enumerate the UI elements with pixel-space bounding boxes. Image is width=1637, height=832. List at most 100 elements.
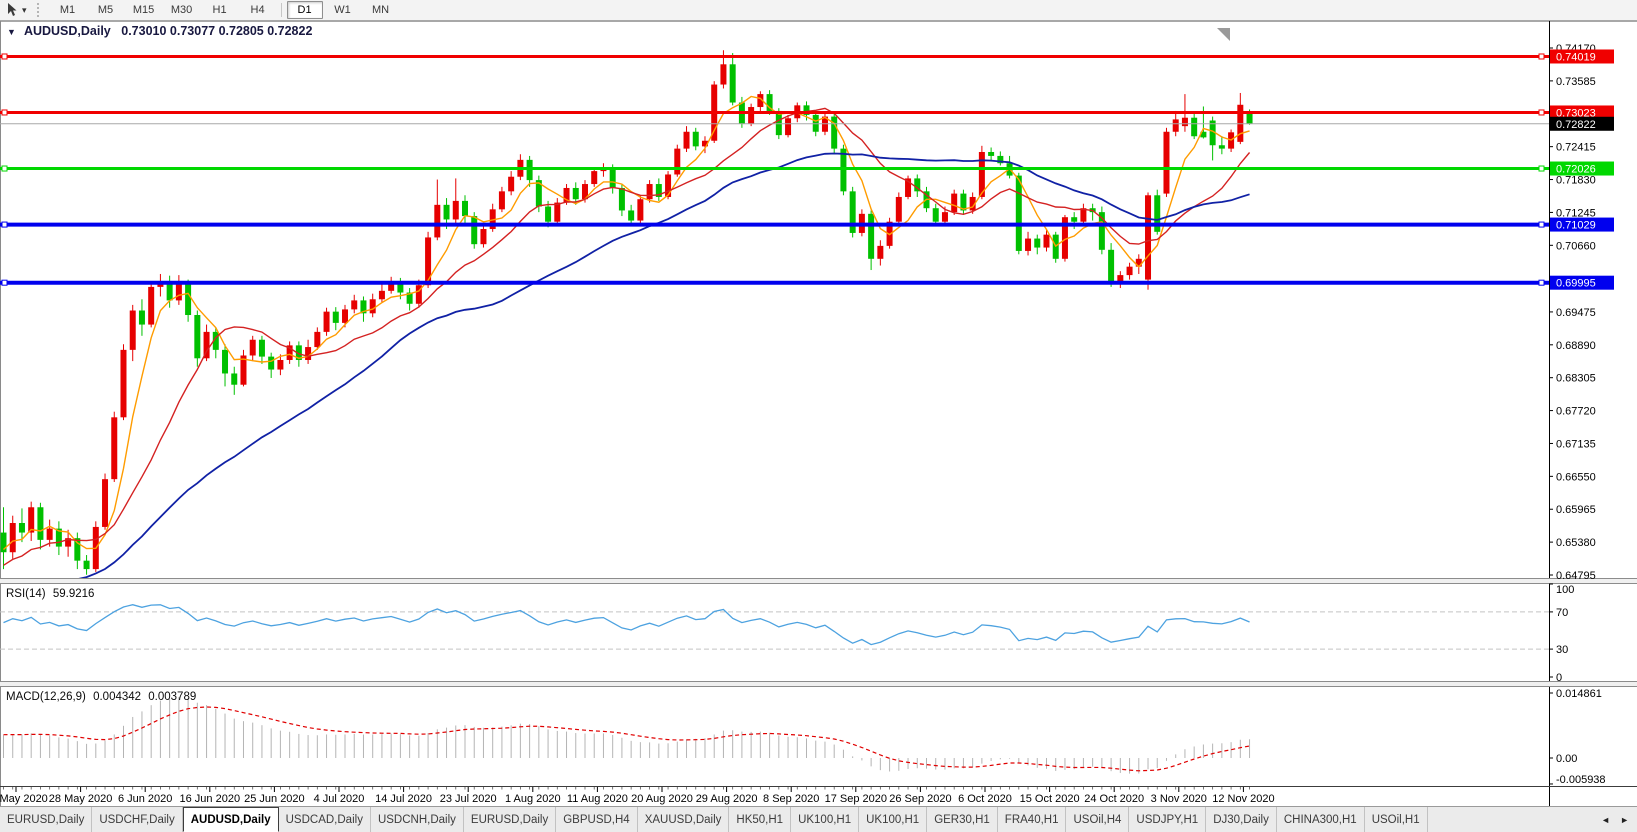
candle[interactable] [415, 285, 422, 304]
candle[interactable] [286, 345, 293, 360]
candle[interactable] [305, 347, 312, 360]
timeframe-button-w1[interactable]: W1 [334, 4, 351, 16]
candle[interactable] [1015, 175, 1022, 251]
timeframe-button-m15[interactable]: M15 [132, 4, 155, 16]
candle[interactable] [905, 178, 912, 197]
pane-dividers[interactable] [0, 578, 1637, 787]
candle[interactable] [231, 373, 238, 385]
candle[interactable] [1209, 120, 1216, 146]
candle[interactable] [1098, 212, 1105, 250]
candle[interactable] [388, 282, 395, 291]
symbol-tab-usoil-h4[interactable]: USOil,H4 [1066, 807, 1130, 832]
price-axis[interactable]: 0.741700.735850.724150.718300.712450.706… [1549, 43, 1606, 786]
candle[interactable] [1172, 119, 1179, 132]
candle[interactable] [240, 355, 247, 385]
candle[interactable] [1025, 238, 1032, 251]
candle[interactable] [655, 184, 662, 197]
symbol-tab-hk50-h1[interactable]: HK50,H1 [729, 807, 792, 832]
candle[interactable] [323, 311, 330, 332]
candle[interactable] [757, 94, 764, 108]
candle[interactable] [535, 180, 542, 207]
candle[interactable] [46, 528, 53, 540]
symbol-tab-xauusd-daily[interactable]: XAUUSD,Daily [638, 807, 730, 832]
candle[interactable] [148, 286, 155, 325]
candle[interactable] [1163, 131, 1170, 194]
candle[interactable] [1191, 117, 1198, 137]
candle[interactable] [1154, 195, 1161, 232]
timeframe-button-m1[interactable]: M1 [59, 4, 76, 16]
candle[interactable] [692, 131, 699, 147]
candle[interactable] [342, 309, 349, 323]
candle[interactable] [166, 281, 173, 301]
candle[interactable] [203, 331, 210, 359]
candle[interactable] [1034, 238, 1041, 248]
candle[interactable] [766, 94, 773, 111]
symbol-tab-usdchf-daily[interactable]: USDCHF,Daily [92, 807, 183, 832]
candle[interactable] [314, 331, 321, 348]
symbol-tab-china300-h1[interactable]: CHINA300,H1 [1277, 807, 1365, 832]
candle[interactable] [951, 193, 958, 213]
candle[interactable] [914, 178, 921, 192]
candle[interactable] [1117, 275, 1124, 284]
candle[interactable] [351, 300, 358, 310]
candle[interactable] [720, 64, 727, 85]
candle[interactable] [978, 151, 985, 197]
level-handle[interactable] [1538, 109, 1545, 116]
candle[interactable] [480, 229, 487, 245]
symbol-tab-audusd-daily[interactable]: AUDUSD,Daily [182, 807, 279, 832]
symbol-tab-eurusd-daily[interactable]: EURUSD,Daily [0, 807, 93, 832]
candle[interactable] [683, 131, 690, 149]
candle[interactable] [1145, 195, 1152, 280]
candle[interactable] [646, 184, 653, 200]
candle[interactable] [369, 299, 376, 314]
candle[interactable] [701, 140, 708, 147]
candle[interactable] [111, 417, 118, 480]
candle[interactable] [452, 200, 459, 220]
candle[interactable] [249, 339, 256, 356]
candle[interactable] [1218, 145, 1225, 149]
candle[interactable] [74, 538, 81, 561]
candle[interactable] [545, 206, 552, 222]
candle[interactable] [1181, 117, 1188, 127]
level-handle[interactable] [1, 165, 8, 172]
candle[interactable] [618, 187, 625, 211]
candle[interactable] [0, 532, 7, 553]
candle[interactable] [129, 310, 136, 350]
candle[interactable] [785, 118, 792, 136]
candle[interactable] [941, 212, 948, 222]
candle[interactable] [120, 349, 127, 418]
symbol-tab-ger30-h1[interactable]: GER30,H1 [927, 807, 998, 832]
level-handle[interactable] [1538, 165, 1545, 172]
timeframe-button-m5[interactable]: M5 [97, 4, 114, 16]
candle[interactable] [960, 193, 967, 211]
candle[interactable] [406, 292, 413, 304]
candle[interactable] [554, 202, 561, 222]
candle[interactable] [498, 191, 505, 210]
candle[interactable] [637, 199, 644, 221]
candle[interactable] [674, 148, 681, 175]
candle[interactable] [969, 196, 976, 211]
timeframe-button-h1[interactable]: H1 [212, 4, 227, 16]
candles-layer[interactable] [0, 50, 1253, 575]
candle[interactable] [489, 209, 496, 230]
candle[interactable] [397, 282, 404, 293]
timeframe-button-mn[interactable]: MN [371, 4, 390, 16]
macd-pane[interactable] [3, 697, 1251, 774]
scroll-left-icon[interactable]: ◄ [1601, 814, 1611, 825]
symbol-tab-usdcnh-daily[interactable]: USDCNH,Daily [371, 807, 464, 832]
symbol-tab-usdjpy-h1[interactable]: USDJPY,H1 [1129, 807, 1207, 832]
chart-shift-marker[interactable] [1217, 28, 1230, 41]
candle[interactable] [212, 331, 219, 350]
candle[interactable] [378, 290, 385, 300]
cursor-tool-button[interactable]: ▾ [0, 0, 31, 20]
horizontal-level-lines[interactable] [0, 53, 1549, 286]
candle[interactable] [868, 213, 875, 259]
symbol-tab-usoil-h1[interactable]: USOil,H1 [1365, 807, 1428, 832]
level-handle[interactable] [1538, 279, 1545, 286]
candle[interactable] [138, 310, 145, 325]
candle[interactable] [425, 237, 432, 286]
symbol-tab-usdcad-daily[interactable]: USDCAD,Daily [279, 807, 371, 832]
timeframe-button-m30[interactable]: M30 [170, 4, 193, 16]
level-handle[interactable] [1, 53, 8, 60]
candle[interactable] [28, 507, 35, 533]
